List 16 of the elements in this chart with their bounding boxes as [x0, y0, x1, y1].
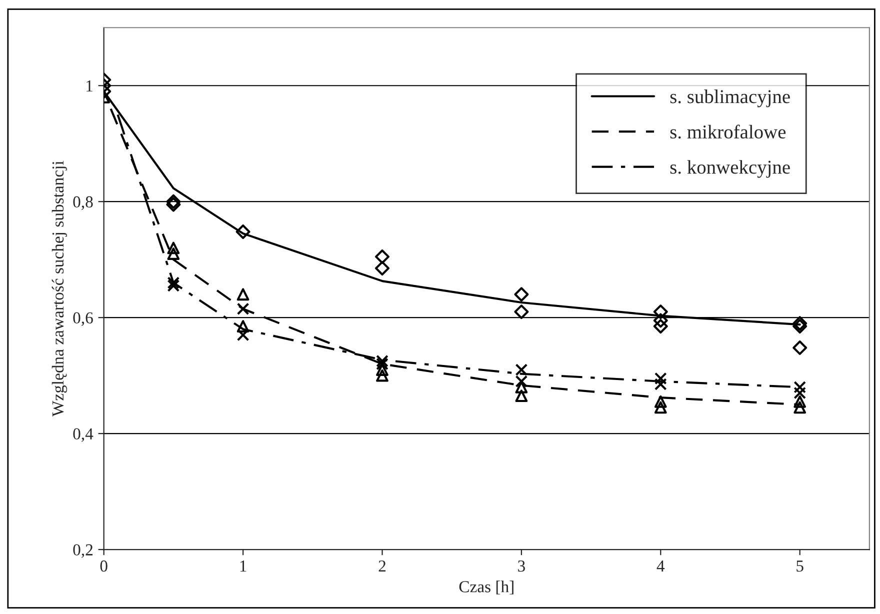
x-tick-label: 4 [656, 560, 665, 572]
x-tick-label: 2 [378, 560, 386, 572]
x-tick-label: 5 [796, 560, 804, 572]
x-tick-label: 1 [240, 560, 246, 572]
y-tick-label: 0,2 [73, 544, 93, 558]
legend-label: s. sublimacyjne [670, 90, 790, 108]
x-tick-label: 0 [100, 560, 108, 572]
y-tick-label: 0,4 [73, 428, 94, 442]
y-tick-label: 1 [86, 80, 92, 92]
x-axis-title: Czas [h] [459, 580, 514, 594]
legend-label: s. mikrofalowe [670, 124, 786, 139]
y-tick-label: 0,8 [73, 196, 93, 210]
x-tick-label: 3 [518, 560, 525, 572]
y-axis-title: Względna zawartość suchej substancji [52, 160, 68, 417]
y-tick-label: 0,6 [73, 312, 93, 326]
legend-label: s. konwekcyjne [670, 160, 790, 178]
